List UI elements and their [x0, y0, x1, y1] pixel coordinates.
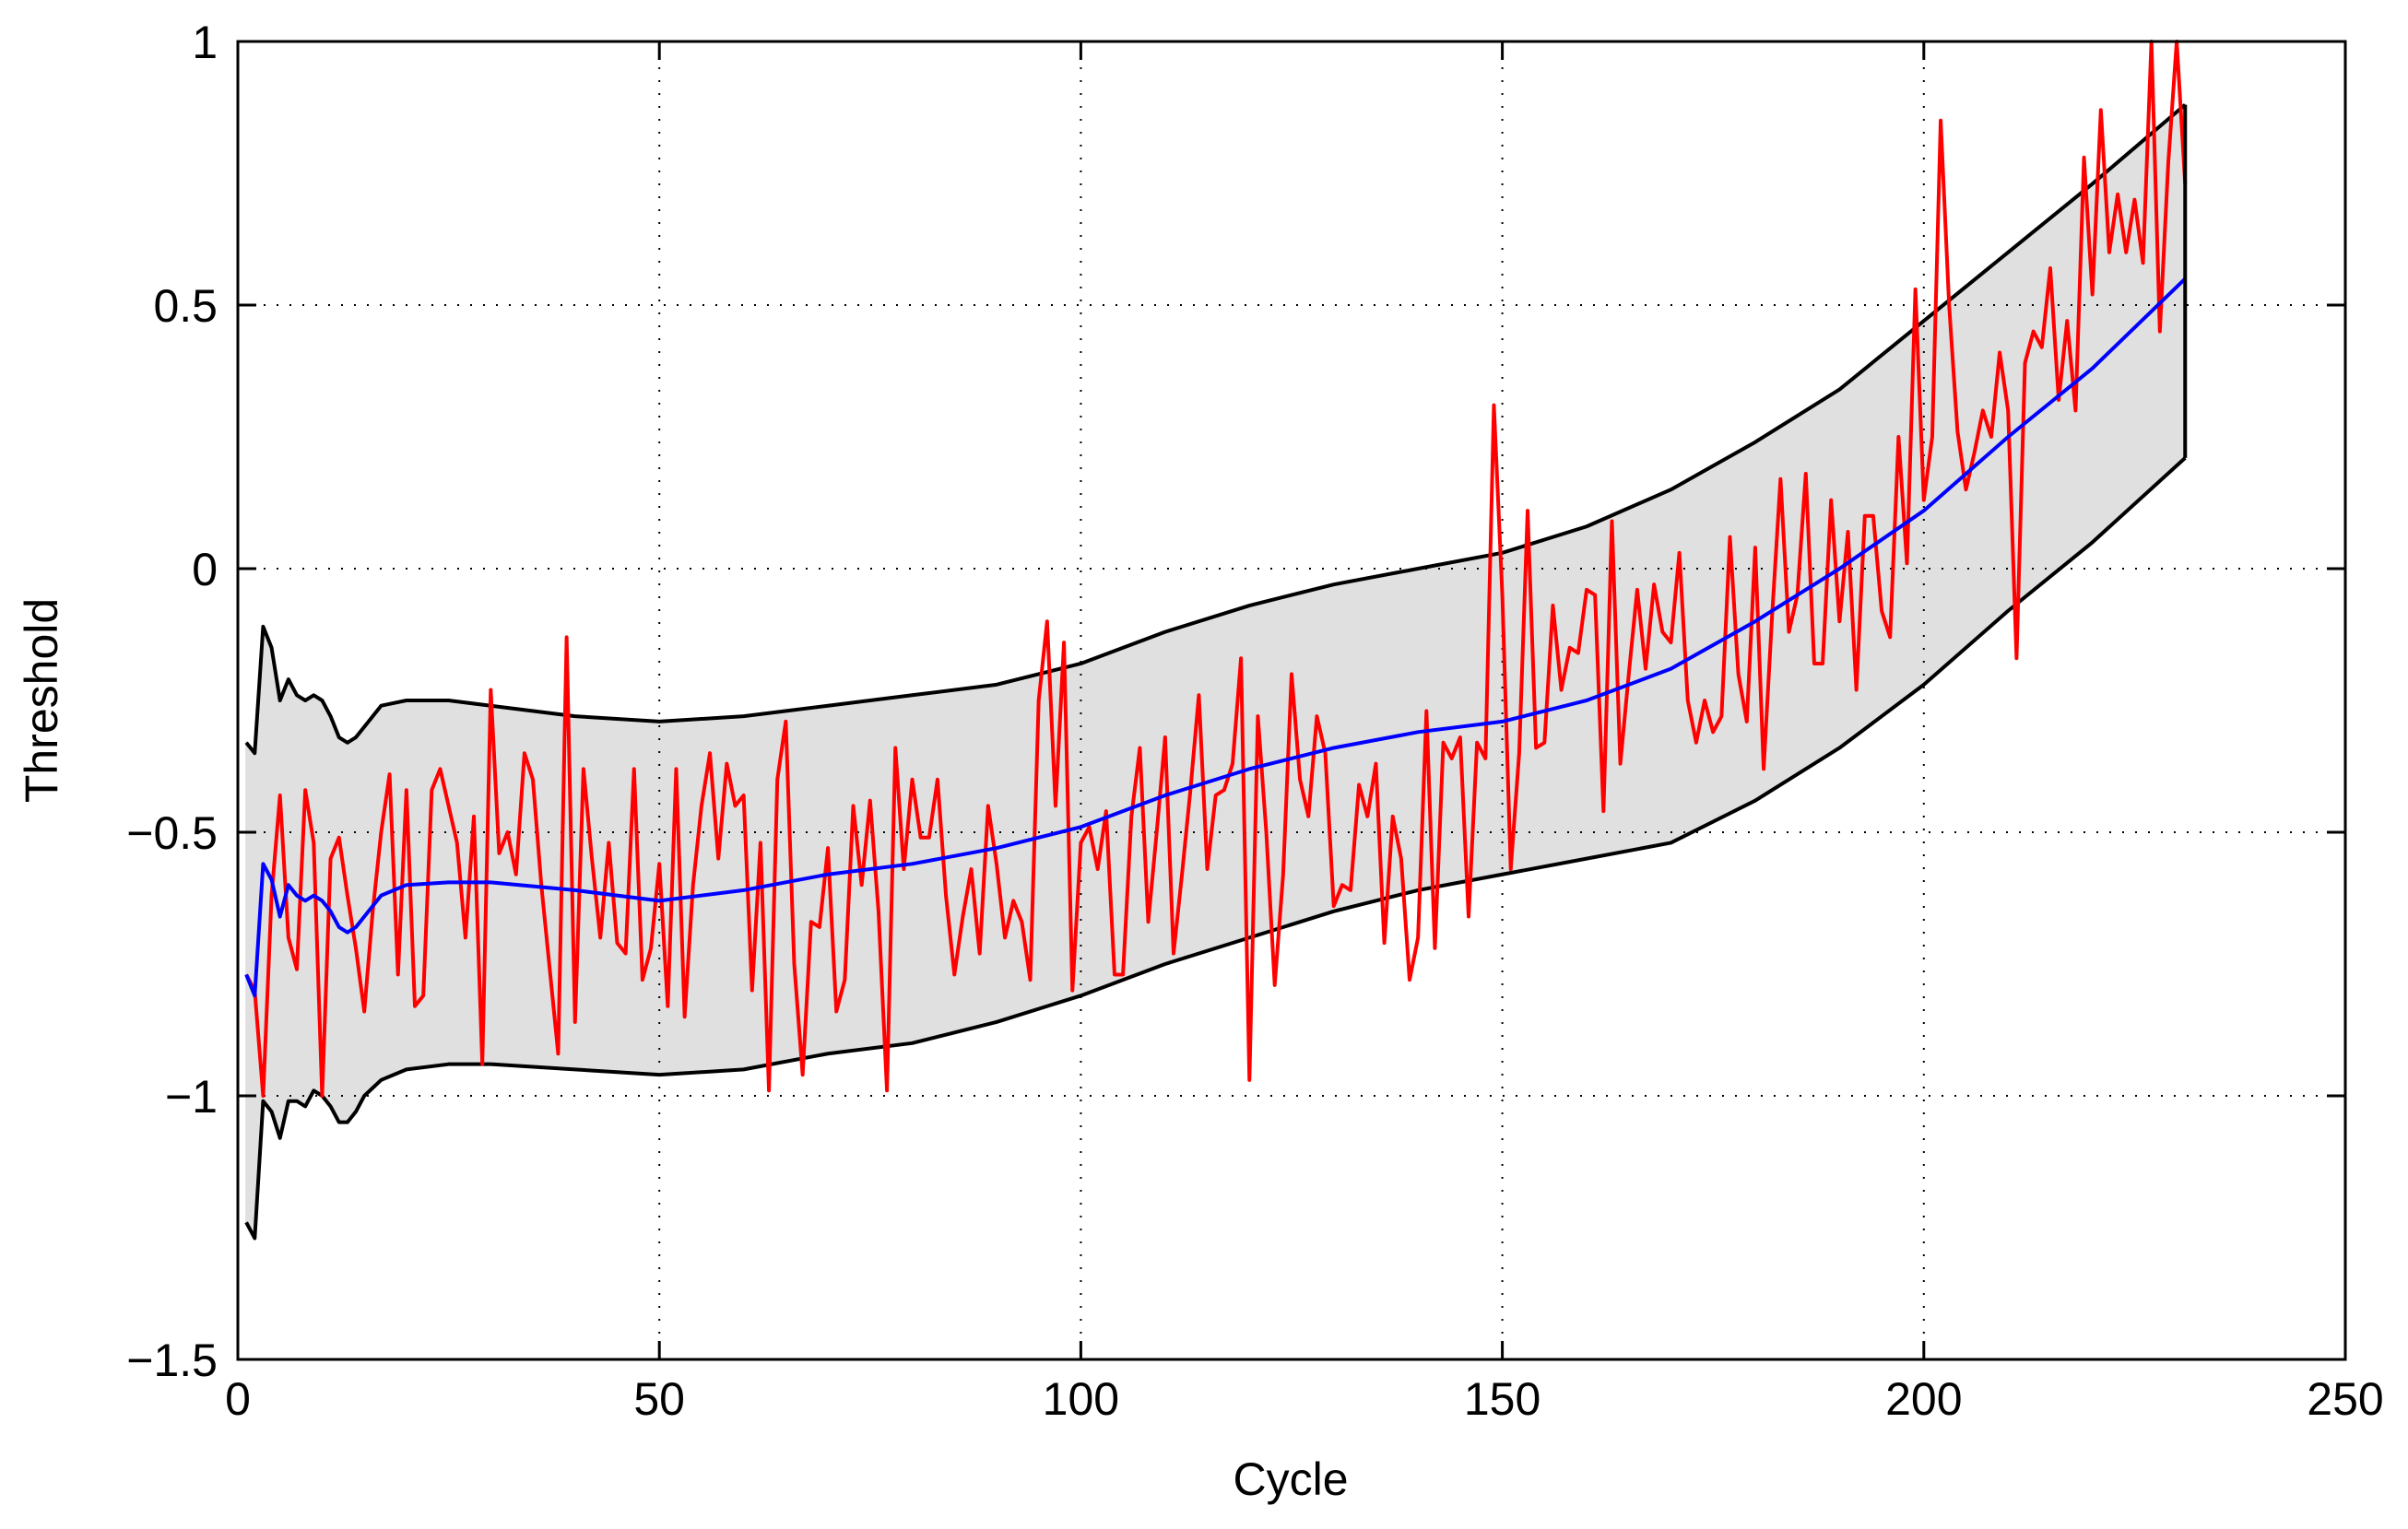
x-tick-label: 0	[225, 1373, 251, 1425]
data-line	[244, 276, 2187, 998]
y-tick-label: 0.5	[153, 280, 218, 332]
y-tick-label: −1	[165, 1071, 218, 1123]
x-tick-label: 100	[1043, 1373, 1119, 1425]
data-line	[244, 456, 2187, 1241]
data-line	[244, 40, 2188, 1098]
y-axis-label: Threshold	[16, 598, 67, 803]
data-line	[244, 103, 2187, 756]
x-tick-label: 150	[1464, 1373, 1540, 1425]
y-tick-label: 1	[192, 17, 218, 68]
x-axis-label: Cycle	[1233, 1453, 1348, 1505]
axes-box	[236, 40, 2347, 1361]
x-tick-label: 50	[633, 1373, 685, 1425]
x-tick-label: 200	[1885, 1373, 1962, 1425]
y-tick-label: 0	[192, 544, 218, 595]
y-tick-label: −0.5	[126, 807, 218, 859]
x-tick-label: 250	[2307, 1373, 2383, 1425]
y-tick-label: −1.5	[126, 1335, 218, 1386]
